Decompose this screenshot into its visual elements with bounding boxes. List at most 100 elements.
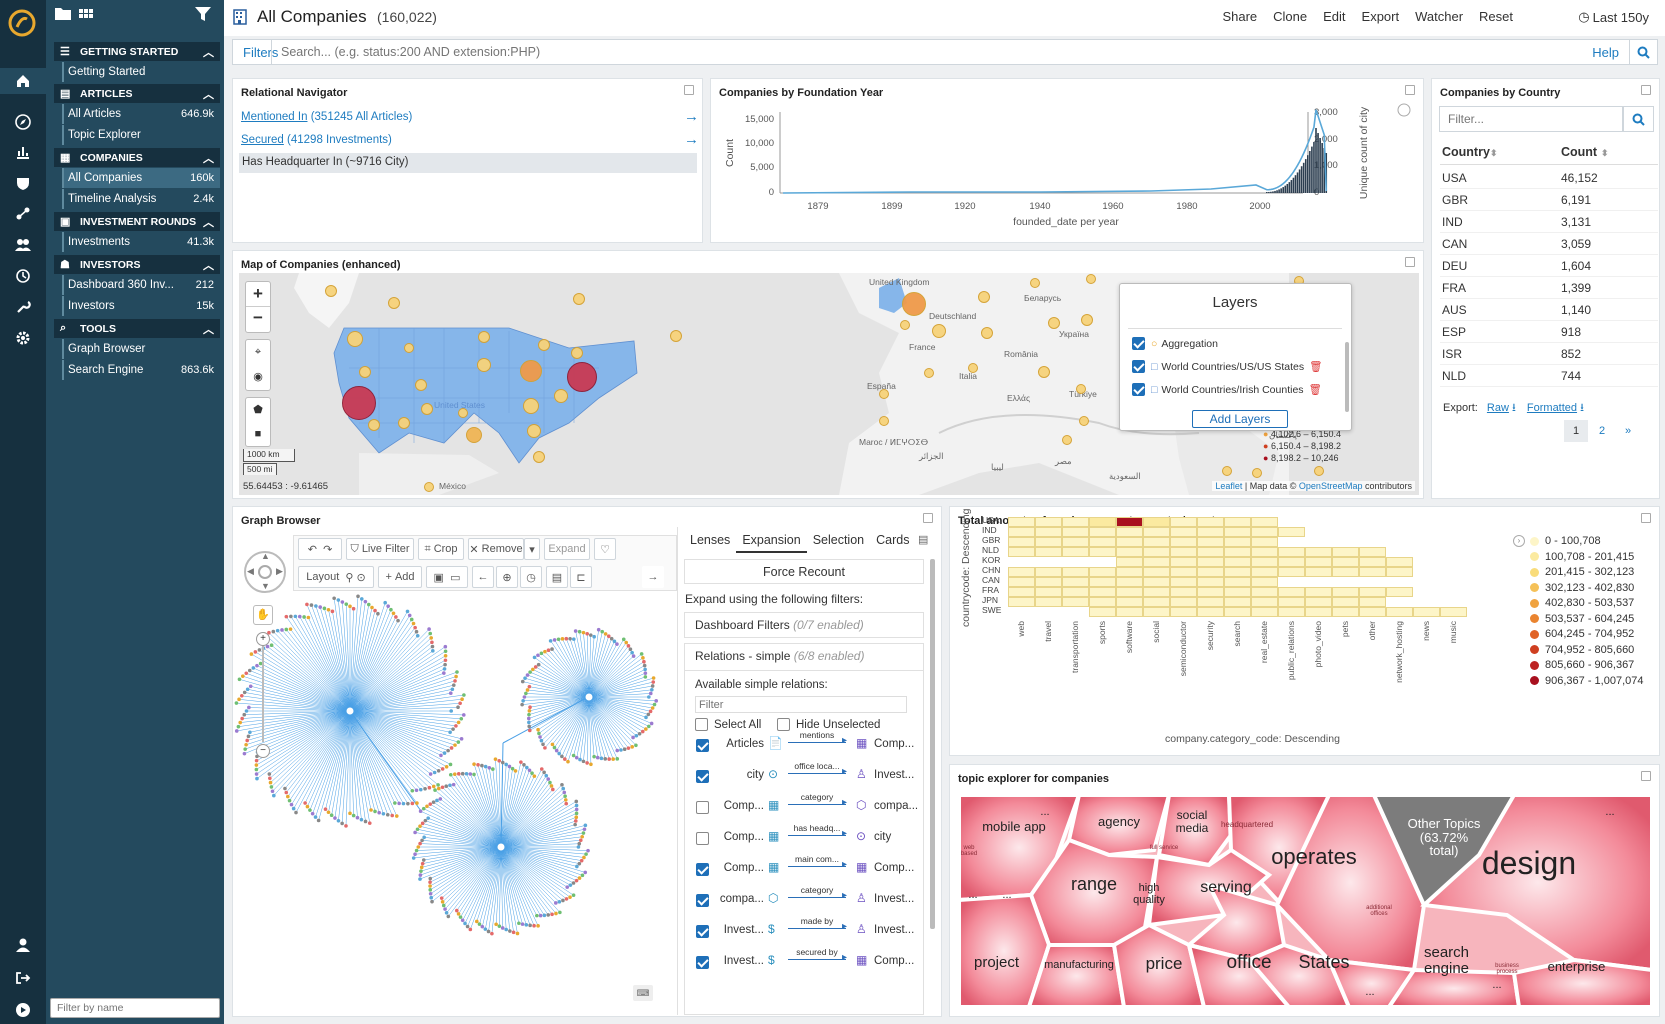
page-button[interactable]: 2 xyxy=(1598,425,1606,437)
map-cluster-marker[interactable] xyxy=(527,424,541,438)
heatmap-cell[interactable] xyxy=(1008,587,1035,597)
relation-row[interactable]: Comp... ▦ category ▸ ⬡ compa... xyxy=(696,792,926,824)
heatmap-cell[interactable] xyxy=(1170,547,1197,557)
heatmap-cell[interactable] xyxy=(1359,547,1386,557)
relation-checkbox[interactable] xyxy=(696,894,709,907)
home-icon[interactable] xyxy=(0,68,46,94)
heatmap-cell[interactable] xyxy=(1386,557,1413,567)
heatmap-cell[interactable] xyxy=(1170,577,1197,587)
heatmap-cell[interactable] xyxy=(1197,517,1224,527)
layer-checkbox[interactable] xyxy=(1132,360,1145,373)
map-cluster-marker[interactable] xyxy=(573,293,585,305)
map-cluster-marker[interactable] xyxy=(1038,366,1050,378)
filter-off-icon[interactable] xyxy=(194,6,216,27)
map-cluster-marker[interactable] xyxy=(458,408,468,418)
graph-icon[interactable] xyxy=(11,202,35,226)
heatmap-cell[interactable] xyxy=(1062,577,1089,587)
folder-open-icon[interactable]: ⊏ xyxy=(570,566,592,588)
map-cluster-marker[interactable] xyxy=(571,347,583,359)
heatmap-cell[interactable] xyxy=(1035,597,1062,607)
heatmap-cell[interactable] xyxy=(1170,517,1197,527)
heatmap-cell[interactable] xyxy=(1143,567,1170,577)
heatmap-cell[interactable] xyxy=(1359,607,1386,617)
heatmap-cell[interactable] xyxy=(1116,607,1143,617)
sidepanel-scrollbar[interactable] xyxy=(930,559,935,929)
keyboard-icon[interactable]: ⌨ xyxy=(633,985,653,1001)
relnav-row[interactable]: Secured (41298 Investments) → xyxy=(241,131,699,148)
expand-icon[interactable] xyxy=(1405,257,1415,267)
heatmap-cell[interactable] xyxy=(1170,567,1197,577)
legend-item[interactable]: 402,830 - 503,537 xyxy=(1530,595,1634,611)
clock-icon[interactable]: ◷ xyxy=(520,566,542,588)
heatmap-cell[interactable] xyxy=(1143,577,1170,587)
section-companies[interactable]: ▦ COMPANIES ︿ xyxy=(54,148,220,167)
heatmap-cell[interactable] xyxy=(1251,577,1278,587)
map-cluster-marker[interactable] xyxy=(388,297,400,309)
heatmap-cell[interactable] xyxy=(1062,587,1089,597)
heatmap-cell[interactable] xyxy=(1440,607,1467,617)
time-picker[interactable]: ◷ Last 150y xyxy=(1578,9,1649,25)
heatmap-cell[interactable] xyxy=(1062,527,1089,537)
heatmap-cell[interactable] xyxy=(1413,607,1440,617)
heatmap-cell[interactable] xyxy=(1332,587,1359,597)
sidebar-filter-input[interactable] xyxy=(50,998,220,1018)
heatmap-cell[interactable] xyxy=(1035,567,1062,577)
hide-unselected-checkbox[interactable]: Hide Unselected xyxy=(777,718,880,731)
trash-icon[interactable]: 🗑 xyxy=(1309,361,1323,373)
heatmap-cell[interactable] xyxy=(1224,527,1251,537)
map-cluster-marker[interactable] xyxy=(1048,317,1060,329)
heatmap-cell[interactable] xyxy=(1035,577,1062,587)
heatmap-cell[interactable] xyxy=(1278,527,1305,537)
relnav-row[interactable]: Has Headquarter In (~9716 City) xyxy=(239,153,697,173)
table-row[interactable]: AUS 1,140 xyxy=(1440,299,1658,321)
heatmap-cell[interactable] xyxy=(1278,587,1305,597)
map-cluster-marker[interactable] xyxy=(1252,468,1262,478)
map-cluster-marker[interactable] xyxy=(533,451,545,463)
heatmap-cell[interactable] xyxy=(1278,597,1305,607)
legend-item[interactable]: 302,123 - 402,830 xyxy=(1530,580,1634,596)
heatmap-cell[interactable] xyxy=(1359,597,1386,607)
page-button[interactable]: 1 xyxy=(1564,420,1588,442)
legend-item[interactable]: 704,952 - 805,660 xyxy=(1530,642,1634,658)
heatmap-cell[interactable] xyxy=(1089,597,1116,607)
map-cluster-marker[interactable] xyxy=(879,416,889,426)
heatmap-cell[interactable] xyxy=(1197,547,1224,557)
arrow-right-icon[interactable]: → xyxy=(684,108,699,125)
heatmap-cell[interactable] xyxy=(1116,547,1143,557)
map-cluster-marker[interactable] xyxy=(1086,274,1096,284)
heatmap-cell[interactable] xyxy=(1332,597,1359,607)
heatmap-cell[interactable] xyxy=(1143,597,1170,607)
tab-expansion[interactable]: Expansion xyxy=(736,533,807,553)
heatmap-cell[interactable] xyxy=(1170,537,1197,547)
relation-row[interactable]: Comp... ▦ main com... ▸ ▦ Comp... xyxy=(696,854,926,886)
heatmap-cell[interactable] xyxy=(1332,557,1359,567)
relation-row[interactable]: compa... ⬡ category ▸ ♙ Invest... xyxy=(696,885,926,917)
globe-icon[interactable]: ⊕ xyxy=(496,566,518,588)
map-cluster-marker[interactable] xyxy=(477,358,491,372)
heatmap-cell[interactable] xyxy=(1008,597,1035,607)
relation-checkbox[interactable] xyxy=(696,801,709,814)
map-cluster-marker[interactable] xyxy=(1076,384,1086,394)
graph-canvas[interactable] xyxy=(233,527,673,1015)
layer-row[interactable]: ○ Aggregation xyxy=(1132,337,1218,350)
heatmap-cell[interactable] xyxy=(1251,607,1278,617)
hand-tool-icon[interactable]: ✋ xyxy=(253,605,273,625)
heatmap-cell[interactable] xyxy=(1197,597,1224,607)
heatmap-cell[interactable] xyxy=(1035,517,1062,527)
heatmap-cell[interactable] xyxy=(1224,587,1251,597)
heatmap-cell[interactable] xyxy=(1089,607,1116,617)
add-button[interactable]: + Add xyxy=(378,566,422,588)
heatmap-cell[interactable] xyxy=(1170,597,1197,607)
expand-icon[interactable] xyxy=(684,85,694,95)
heatmap-cell[interactable] xyxy=(1359,567,1386,577)
zoom-out-button[interactable]: − xyxy=(253,308,263,327)
heatmap-cell[interactable] xyxy=(1251,587,1278,597)
pan-control[interactable]: ▲ ▼ ◀ ▶ xyxy=(244,551,286,593)
expand-button[interactable]: Expand xyxy=(544,538,590,560)
map-canvas[interactable]: United Kingdom Deutschland Беларусь Fran… xyxy=(239,273,1419,495)
crop-button[interactable]: ⌗ Crop xyxy=(418,538,464,560)
map-cluster-marker[interactable] xyxy=(538,339,550,351)
layers-scrollbar[interactable] xyxy=(1345,342,1349,412)
heatmap-cell[interactable] xyxy=(1305,567,1332,577)
expand-icon[interactable] xyxy=(1641,513,1651,523)
